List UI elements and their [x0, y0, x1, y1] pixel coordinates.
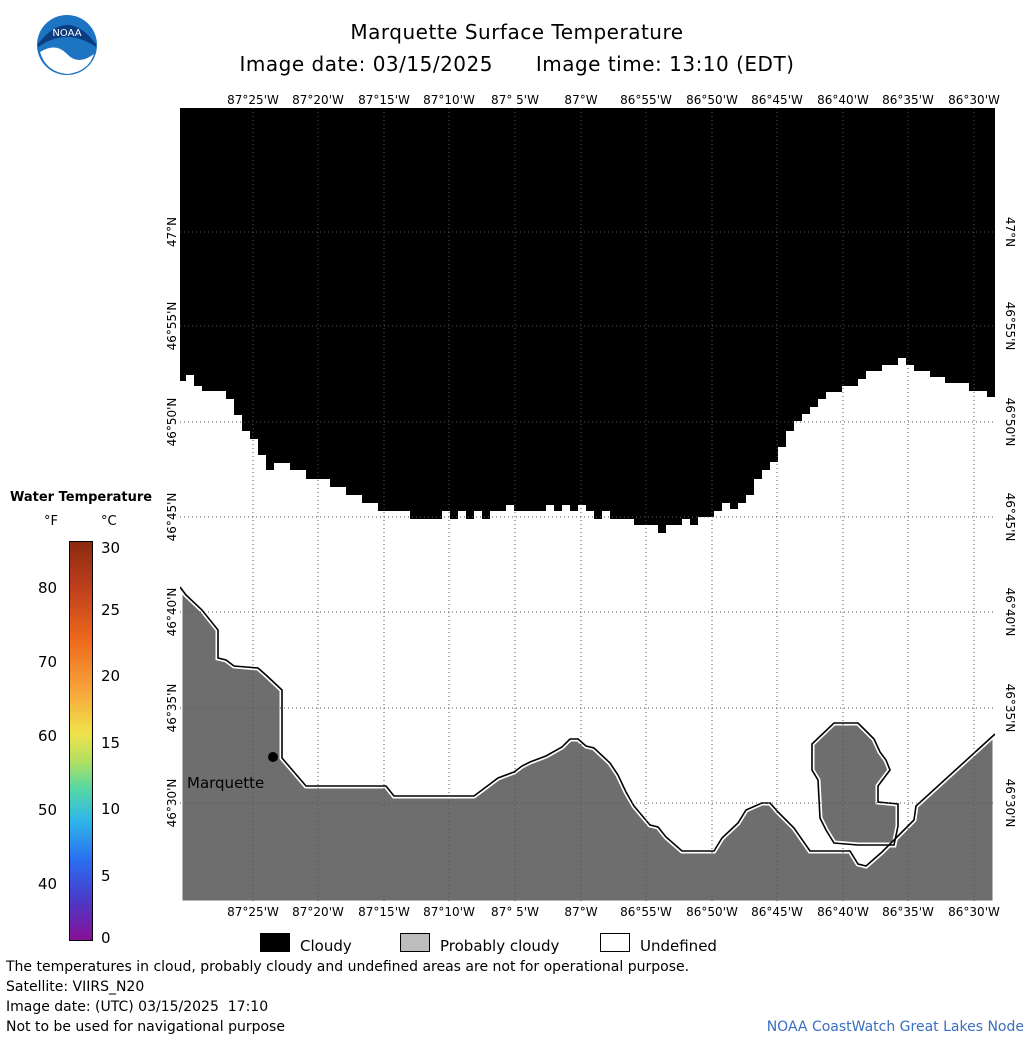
lon-label-top: 87°25'W: [227, 93, 279, 107]
lon-label-top: 87°10'W: [423, 93, 475, 107]
lon-label-top: 87° 5'W: [491, 93, 539, 107]
lat-label-left: 46°55'N: [165, 301, 179, 351]
lat-label-left: 46°50'N: [165, 397, 179, 447]
disclaimer-text: The temperatures in cloud, probably clou…: [6, 959, 690, 975]
probably-cloudy-label: Probably cloudy: [440, 937, 560, 955]
lat-label-right: 46°30'N: [1003, 778, 1017, 828]
navigation-disclaimer: Not to be used for navigational purpose: [6, 1019, 285, 1035]
city-marker: [268, 752, 278, 762]
page-title: Marquette Surface Temperature: [350, 20, 684, 44]
lon-label-top: 86°30'W: [948, 93, 1000, 107]
fahrenheit-tick: 80: [38, 579, 58, 597]
lon-label-bottom: 87°10'W: [423, 905, 475, 919]
lat-label-left: 46°40'N: [165, 587, 179, 637]
graticule: [180, 108, 995, 903]
undefined-swatch: [600, 933, 630, 952]
lat-label-right: 47°N: [1003, 216, 1017, 248]
coastline: [180, 586, 995, 867]
map-panel: Marquette: [180, 108, 995, 903]
lon-label-top: 87°W: [564, 93, 598, 107]
fahrenheit-tick: 70: [38, 653, 58, 671]
probably-cloudy-swatch: [400, 933, 430, 952]
lat-label-right: 46°40'N: [1003, 587, 1017, 637]
colorbar-title: Water Temperature: [10, 490, 153, 505]
lon-label-bottom: 87°15'W: [358, 905, 410, 919]
lon-label-top: 87°20'W: [292, 93, 344, 107]
fahrenheit-tick: 60: [38, 727, 58, 745]
lat-label-left: 46°45'N: [165, 492, 179, 542]
image-subtitle: Image date: 03/15/2025 Image time: 13:10…: [0, 52, 1034, 76]
cloudy-swatch: [260, 933, 290, 952]
lon-label-bottom: 87° 5'W: [491, 905, 539, 919]
satellite-text: Satellite: VIIRS_N20: [6, 979, 145, 995]
lon-label-bottom: 86°35'W: [882, 905, 934, 919]
celsius-tick: 25: [101, 601, 121, 619]
fahrenheit-tick: 50: [38, 801, 58, 819]
image-time: Image time: 13:10 (EDT): [535, 52, 795, 76]
lon-label-bottom: 86°45'W: [751, 905, 803, 919]
lon-label-top: 86°55'W: [620, 93, 672, 107]
celsius-tick: 15: [101, 734, 121, 752]
lon-label-top: 87°15'W: [358, 93, 410, 107]
lon-label-bottom: 86°30'W: [948, 905, 1000, 919]
credit-text: NOAA CoastWatch Great Lakes Node: [766, 1019, 1024, 1035]
city-label: Marquette: [187, 774, 264, 792]
celsius-tick: 0: [101, 929, 111, 947]
color-scale-bar: [69, 541, 93, 941]
utc-date-text: Image date: (UTC) 03/15/2025 17:10: [6, 999, 269, 1015]
lat-label-left: 46°30'N: [165, 778, 179, 828]
lon-label-bottom: 86°50'W: [686, 905, 738, 919]
lat-label-right: 46°55'N: [1003, 301, 1017, 351]
fahrenheit-unit: °F: [44, 514, 58, 529]
lat-label-left: 46°35'N: [165, 683, 179, 733]
lon-label-top: 86°35'W: [882, 93, 934, 107]
lat-label-right: 46°45'N: [1003, 492, 1017, 542]
cloud-region: [180, 108, 995, 533]
image-date: Image date: 03/15/2025: [239, 52, 493, 76]
celsius-tick: 20: [101, 667, 121, 685]
lat-label-left: 47°N: [165, 216, 179, 248]
island-coastline: [811, 722, 899, 846]
lon-label-top: 86°45'W: [751, 93, 803, 107]
undefined-label: Undefined: [640, 937, 717, 955]
celsius-tick: 10: [101, 800, 121, 818]
lon-label-bottom: 87°W: [564, 905, 598, 919]
lat-label-right: 46°50'N: [1003, 397, 1017, 447]
celsius-tick: 30: [101, 539, 121, 557]
lon-label-bottom: 87°25'W: [227, 905, 279, 919]
cloudy-label: Cloudy: [300, 937, 352, 955]
lon-label-bottom: 87°20'W: [292, 905, 344, 919]
lon-label-bottom: 86°55'W: [620, 905, 672, 919]
fahrenheit-tick: 40: [38, 875, 58, 893]
lon-label-top: 86°40'W: [817, 93, 869, 107]
lat-label-right: 46°35'N: [1003, 683, 1017, 733]
noaa-logo: NOAA: [37, 15, 97, 75]
celsius-tick: 5: [101, 867, 111, 885]
lon-label-top: 86°50'W: [686, 93, 738, 107]
logo-text: NOAA: [52, 28, 81, 39]
lon-label-bottom: 86°40'W: [817, 905, 869, 919]
celsius-unit: °C: [101, 514, 117, 529]
